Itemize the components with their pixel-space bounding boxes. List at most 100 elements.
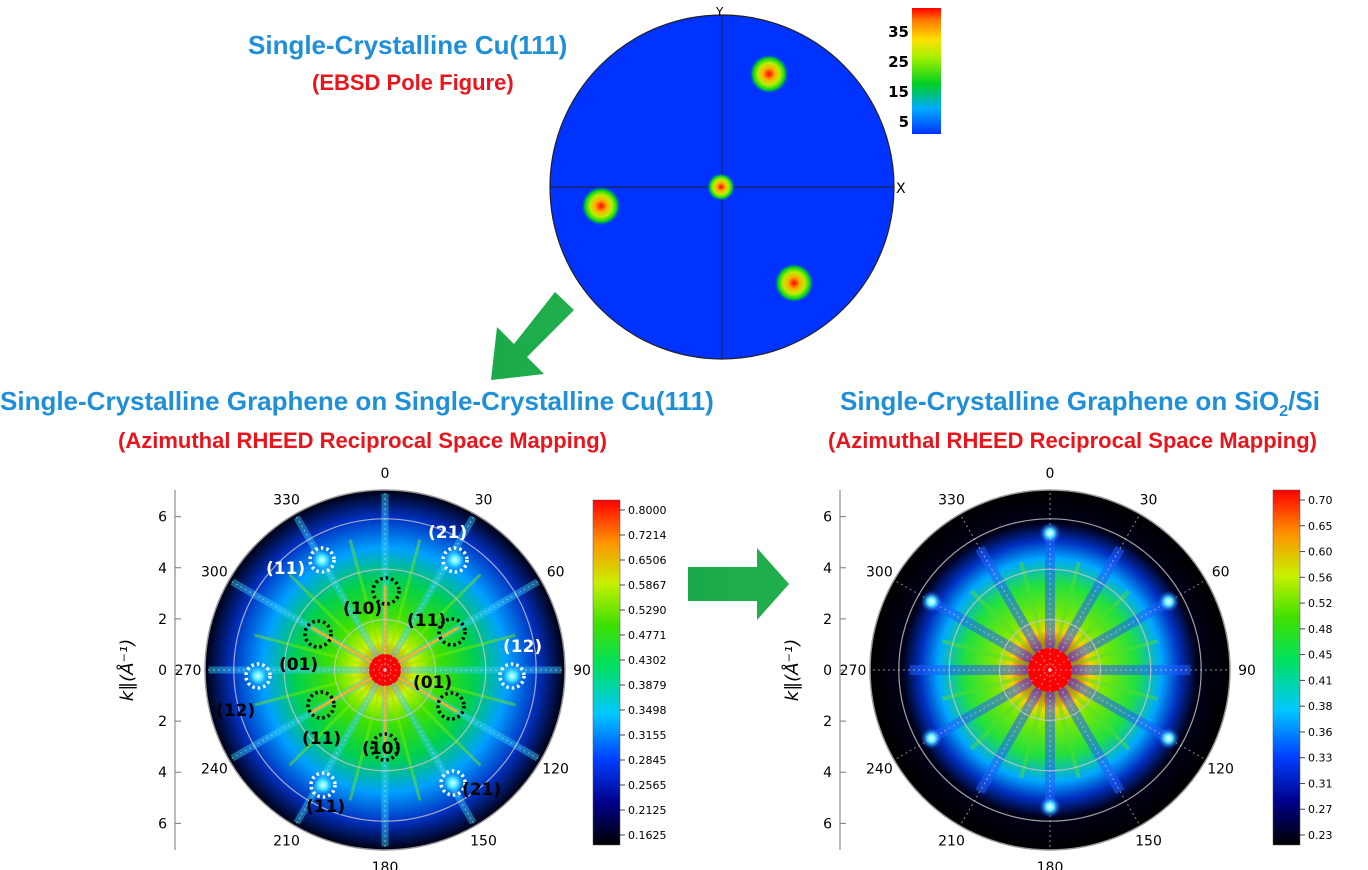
rheed-streak [381,668,477,825]
polar-spoke [384,669,542,761]
polar-angle-label: 0 [381,466,390,482]
outer-spot-label: (11) [306,797,345,817]
right-radial-axis: 6 4 2 0 2 4 6 k∥(Å⁻¹) [781,490,846,850]
polar-angle-label: 30 [475,492,493,508]
polar-angle-label: 90 [573,663,591,679]
polar-spoke [893,579,1051,671]
outer-spot-label: (21) [428,523,467,543]
right-title: Single-Crystalline Graphene on SiO2/Si [840,386,1320,421]
left-colorbar-ticks: 0.8000 0.7214 0.6506 0.5867 0.5290 0.4771 0.43… [620,504,667,842]
down-left-arrow [491,292,574,380]
polar-angle-label: 300 [201,565,228,581]
pole-colorbar-tick: 5 [899,113,909,131]
outer-spot-label: (21) [462,780,501,800]
outer-spot [310,548,334,572]
polar-spoke [1049,513,1141,671]
pole-spot [774,263,814,303]
left-angle-labels: 0 30 60 90 120 150 180 210 240 270 300 330 [175,466,591,870]
rheed-streak [293,668,389,825]
polar-angle-label: 30 [1140,492,1158,508]
right-subtitle: (Azimuthal RHEED Reciprocal Space Mappin… [828,428,1317,453]
left-colorbar-tick-label: 0.8000 [628,504,667,517]
inner-spot-label: (11) [302,729,341,749]
pole-axis-x-label: X [896,181,906,197]
outer-spot-marker [309,771,337,799]
right-colorbar-ticks: 0.70 0.65 0.60 0.56 0.52 0.48 0.45 0.41 0.38 0.36… [1300,494,1333,842]
inner-spot-marker [303,619,333,649]
rheed-spot [1039,795,1061,818]
radial-tick-label: 2 [823,714,832,730]
polar-angle-label: 240 [866,762,893,778]
outer-spot-label: (12) [503,637,542,657]
right-rheed-map [869,489,1231,851]
left-colorbar-tick-label: 0.5290 [628,604,667,617]
right-colorbar-tick-label: 0.38 [1308,700,1333,713]
top-subtitle: (EBSD Pole Figure) [312,70,514,95]
rheed-streak [254,668,386,707]
rheed-spot [920,590,943,613]
polar-outer-circle [204,489,566,851]
polar-angle-label: 330 [273,492,300,508]
inner-spot-marker [306,690,336,720]
polar-spoke [384,669,476,827]
right-colorbar-tick-label: 0.33 [1308,752,1333,765]
right-title-sub: 2 [1279,403,1289,421]
polar-angle-label: 180 [1037,860,1064,870]
left-rheed-map: (10) (11) (01) (01) (10) (11) (21) (11) (12) (12)… [204,489,566,851]
inner-spot-marker [371,576,401,606]
radial-tick-label: 2 [823,612,832,628]
rheed-spot [1157,727,1180,750]
right-title-prefix: Single-Crystalline Graphene on SiO [840,386,1280,416]
outer-spot-marker [439,769,467,797]
top-title: Single-Crystalline Cu(111) [248,30,568,60]
rheed-streak [383,669,422,801]
polar-angle-label: 120 [1207,762,1234,778]
polar-spoke [893,669,1051,761]
rheed-streak [293,515,389,672]
polar-outer-circle [869,489,1231,851]
polar-angle-label: 300 [866,565,893,581]
radial-tick-label: 0 [823,663,832,679]
radial-tick-label: 4 [158,561,167,577]
pole-colorbar [912,8,941,134]
polar-angle-label: 270 [175,663,202,679]
left-colorbar [592,499,621,846]
inner-spot-label: (11) [407,611,446,631]
radial-tick-label: 2 [158,612,167,628]
inner-spot-label: (01) [279,655,318,675]
left-radial-axis: 6 4 2 0 2 4 6 k∥(Å⁻¹) [116,490,181,850]
pole-spot [581,186,621,226]
left-colorbar-tick-label: 0.3879 [628,679,667,692]
rheed-spot [920,727,943,750]
pole-spot [749,54,789,94]
outer-spot-label: (12) [216,701,255,721]
right-colorbar-tick-label: 0.70 [1308,494,1333,507]
rheed-streak [254,633,386,672]
right-colorbar-tick-label: 0.31 [1308,777,1333,790]
polar-angle-label: 150 [1135,834,1162,850]
left-colorbar-tick-label: 0.4302 [628,654,667,667]
outer-spot [311,773,335,797]
right-colorbar-tick-label: 0.52 [1308,597,1333,610]
polar-angle-label: 210 [938,834,965,850]
rheed-streak [348,669,387,801]
right-colorbar-tick-label: 0.45 [1308,649,1333,662]
rheed-spot [1039,522,1061,545]
left-colorbar-tick-label: 0.6506 [628,554,667,567]
rheed-streak [383,668,482,767]
polar-angle-label: 240 [201,762,228,778]
rheed-streak [383,573,482,672]
pole-colorbar-tick: 35 [888,23,909,41]
polar-angle-label: 120 [542,762,569,778]
polar-spoke [228,669,386,761]
right-colorbar-tick-label: 0.65 [1308,520,1333,533]
right-colorbar [1272,489,1301,846]
polar-spoke [1049,579,1207,671]
rheed-streak [288,668,387,767]
polar-spoke [959,513,1051,671]
polar-spoke [1049,669,1207,761]
polar-spoke [1049,669,1141,827]
polar-spoke [294,669,386,827]
right-colorbar-tick-label: 0.27 [1308,803,1333,816]
